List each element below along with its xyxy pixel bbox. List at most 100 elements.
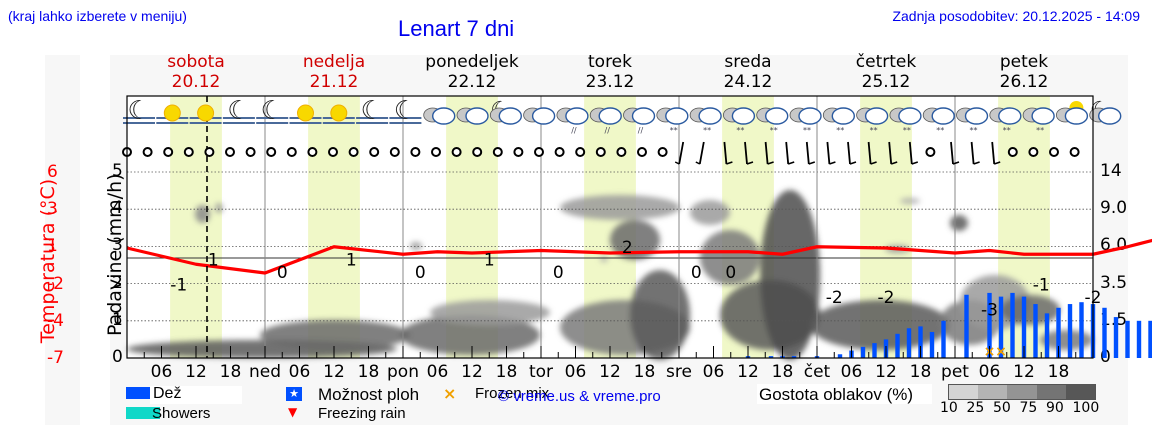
- svg-text:×: ×: [995, 344, 1007, 360]
- x-tick-label: 18: [910, 362, 932, 382]
- day-header-5: četrtek 25.12: [817, 52, 955, 92]
- x-tick-label: 12: [875, 362, 897, 382]
- day-header-1: nedelja 21.12: [265, 52, 403, 92]
- day-date: 25.12: [861, 72, 911, 92]
- temperature-tick: -7: [47, 348, 64, 368]
- svg-text:2: 2: [622, 238, 633, 258]
- frozen-mix-icon: ×: [443, 384, 457, 403]
- legend-rain: Dež: [153, 385, 182, 402]
- freezing-rain-icon: ▼: [288, 405, 298, 419]
- svg-text:**: **: [1003, 126, 1011, 135]
- svg-text:☾: ☾: [127, 96, 150, 126]
- temperature-tick: 1: [47, 236, 58, 257]
- svg-text:**: **: [803, 126, 811, 135]
- x-tick-label: sre: [666, 362, 692, 382]
- density-tick: 100: [1072, 400, 1100, 416]
- x-tick-label: čet: [804, 362, 831, 382]
- svg-text://: //: [638, 126, 644, 135]
- svg-text:**: **: [770, 126, 778, 135]
- svg-text:☾: ☾: [360, 96, 383, 126]
- cloud-height-tick: 1.5: [1100, 309, 1128, 330]
- last-updated: Zadnja posodobitev: 20.12.2025 - 14:09: [892, 8, 1140, 24]
- density-tick: 50: [993, 400, 1011, 416]
- x-tick-label: tor: [529, 362, 553, 382]
- day-date: 24.12: [723, 72, 773, 92]
- day-name: četrtek: [855, 52, 917, 72]
- svg-text:-2: -2: [826, 288, 843, 308]
- x-tick-label: 06: [565, 362, 587, 382]
- x-tick-label: 18: [1048, 362, 1070, 382]
- wind-barbs-row: [122, 141, 1080, 165]
- x-tick-label: 12: [1013, 362, 1035, 382]
- svg-text:-1: -1: [1033, 276, 1050, 296]
- svg-text:☾: ☾: [394, 96, 417, 126]
- svg-text:☾: ☾: [261, 96, 284, 126]
- x-tick-label: 06: [151, 362, 173, 382]
- day-name: sobota: [167, 52, 225, 72]
- x-tick-label: 12: [737, 362, 759, 382]
- cloud-height-tick: 9.0: [1100, 198, 1128, 219]
- x-tick-label: ned: [249, 362, 281, 382]
- svg-text:1: 1: [484, 251, 495, 271]
- x-tick-label: 12: [461, 362, 483, 382]
- day-header-4: sreda 24.12: [679, 52, 817, 92]
- legend-freezing-rain: Freezing rain: [318, 405, 406, 422]
- day-name: petek: [999, 52, 1049, 72]
- day-name: sreda: [724, 52, 772, 72]
- svg-text://: //: [571, 126, 577, 135]
- day-date: 21.12: [309, 72, 359, 92]
- day-date: 20.12: [171, 72, 221, 92]
- svg-text:**: **: [670, 126, 678, 135]
- x-tick-label: 18: [358, 362, 380, 382]
- svg-text:**: **: [836, 126, 844, 135]
- cloud-height-tick: 3.5: [1100, 272, 1128, 293]
- x-tick-label: 06: [841, 362, 863, 382]
- temperature-tick: 3: [47, 199, 58, 220]
- x-tick-label: 12: [185, 362, 207, 382]
- x-tick-label: 18: [634, 362, 656, 382]
- showers-swatch: [126, 407, 160, 419]
- page-title: Lenart 7 dni: [398, 16, 515, 41]
- svg-text:**: **: [1036, 126, 1044, 135]
- svg-text:-1: -1: [170, 276, 187, 296]
- credit-link[interactable]: © vreme.us & vreme.pro: [498, 388, 661, 405]
- cloud-density-field: [127, 190, 1093, 360]
- x-tick-label: 18: [220, 362, 242, 382]
- svg-text:-2: -2: [878, 288, 895, 308]
- density-tick: 75: [1019, 400, 1038, 416]
- temperature-tick: 6: [47, 162, 58, 182]
- svg-text:0: 0: [691, 263, 702, 283]
- temperature-tick: -2: [47, 273, 64, 294]
- weather-icons-row: ☾☾☾☾☾☾//////************************☾: [123, 96, 1122, 135]
- precipitation-tick: 5: [112, 161, 123, 181]
- day-date: 22.12: [447, 72, 497, 92]
- day-date: 26.12: [999, 72, 1049, 92]
- x-axis-ticks: 06 12 18 ned 06 12 18 pon 06 12 18 tor 06 12 18 sre 06 12…: [126, 346, 1094, 382]
- temperature-tick: -4: [47, 310, 64, 331]
- density-label-bg: [757, 384, 932, 404]
- svg-text:0: 0: [553, 263, 564, 283]
- precipitation-tick: 2: [112, 272, 123, 293]
- x-tick-label: 18: [496, 362, 518, 382]
- svg-text:**: **: [870, 126, 878, 135]
- cloud-density-scale: [948, 384, 1096, 400]
- density-tick: 10: [940, 400, 958, 416]
- legend-possible-showers: Možnost ploh: [318, 385, 420, 404]
- density-tick: 25: [966, 400, 985, 416]
- x-tick-label: pon: [387, 362, 419, 382]
- legend-showers: Showers: [152, 405, 211, 422]
- day-name: nedelja: [302, 52, 366, 72]
- x-tick-label: 06: [703, 362, 725, 382]
- svg-text:**: **: [736, 126, 744, 135]
- svg-text:**: **: [703, 126, 711, 135]
- svg-text:0: 0: [725, 263, 736, 283]
- temperature-axis-panel: [45, 55, 80, 425]
- x-tick-label: 06: [979, 362, 1001, 382]
- x-tick-label: 06: [289, 362, 311, 382]
- x-tick-label: 18: [772, 362, 794, 382]
- x-tick-label: pet: [941, 362, 969, 382]
- temperature-line: [126, 238, 1152, 275]
- day-date: 23.12: [585, 72, 635, 92]
